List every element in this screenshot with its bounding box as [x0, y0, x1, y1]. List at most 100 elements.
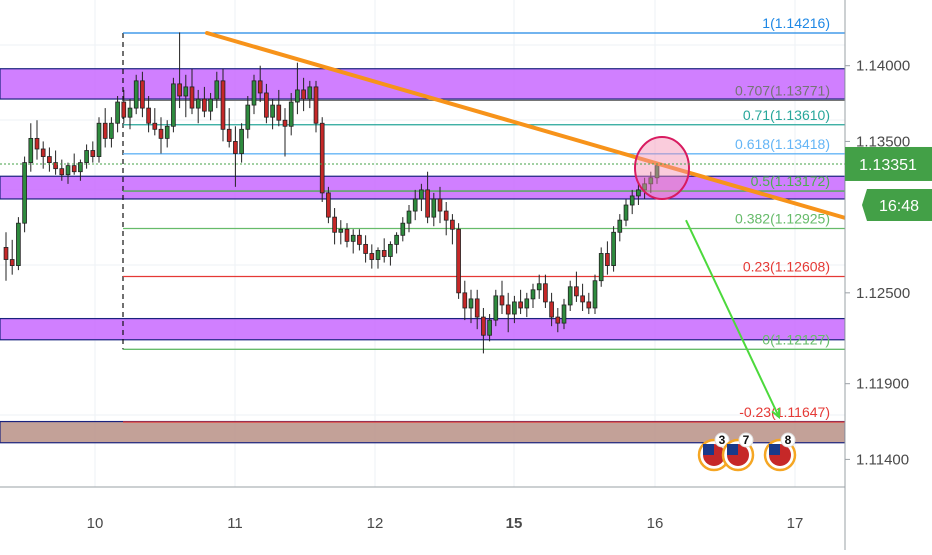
candle-body — [555, 316, 561, 324]
candle-body — [344, 228, 350, 242]
fib-level-label: 0.382(1.12925) — [735, 210, 830, 226]
candle-body — [642, 183, 647, 191]
trendline[interactable] — [205, 31, 847, 220]
candle-body — [202, 98, 207, 112]
candle-body — [59, 168, 65, 176]
candle-body — [474, 298, 480, 318]
candle-body — [375, 250, 381, 260]
candle-body — [536, 283, 542, 291]
candle-body — [133, 80, 139, 109]
candle-body — [394, 234, 399, 245]
candle-body — [84, 150, 89, 164]
candle-body — [357, 234, 362, 245]
countdown-badge — [862, 189, 932, 221]
candle-body — [47, 156, 52, 164]
candle-body — [487, 319, 492, 336]
countdown-label: 16:48 — [879, 198, 919, 215]
candle-body — [90, 150, 96, 157]
event-count-badge — [714, 432, 730, 448]
x-tick-label: 16 — [647, 515, 664, 532]
fib-level-label: 0.707(1.13771) — [735, 82, 830, 98]
candle-body — [468, 298, 474, 309]
candle-body — [530, 289, 536, 300]
candle-body — [425, 189, 430, 218]
event-count-label: 7 — [743, 433, 750, 447]
candle-body — [288, 101, 294, 127]
candle-body — [592, 280, 598, 309]
candle-body — [654, 165, 660, 179]
fibonacci-levels[interactable]: 1(1.14216) 0.707(1.13771) 0.71(1.13610) 0.6… — [122, 15, 845, 423]
y-tick-label: 1.11400 — [856, 451, 909, 468]
candle-body — [388, 243, 393, 257]
drawings[interactable]: 3 7 8 — [0, 31, 847, 472]
projection-arrow-line[interactable] — [685, 219, 780, 418]
candle-body — [462, 292, 468, 309]
candle-body — [214, 80, 220, 100]
candle-body — [406, 210, 412, 224]
candle-body — [208, 98, 213, 112]
candle-body — [586, 301, 592, 309]
event-count-badge — [738, 432, 754, 448]
x-tick-label: 10 — [87, 515, 104, 532]
candle-body — [574, 286, 579, 297]
candle-body — [164, 125, 170, 139]
current-price-label: 1.13351 — [859, 157, 917, 174]
candle-body — [313, 86, 319, 124]
candle-body — [295, 89, 300, 103]
y-tick-label: 1.12500 — [856, 285, 910, 302]
highlight-ellipse[interactable] — [634, 136, 690, 200]
candle-body — [121, 101, 127, 118]
candle-body — [226, 128, 232, 142]
candle-body — [140, 80, 145, 109]
candle-body — [71, 165, 77, 173]
candle-body — [499, 295, 505, 306]
candle-body — [239, 128, 244, 154]
candle-body — [152, 122, 158, 130]
candle-body — [22, 162, 27, 224]
candle-body — [493, 295, 499, 321]
us-flag-canton — [727, 444, 738, 455]
us-flag-canton — [703, 444, 714, 455]
candle-body — [648, 177, 654, 185]
candle-body — [369, 253, 375, 260]
candle-body — [195, 98, 201, 109]
fib-level-label: 0.618(1.13418) — [735, 136, 830, 152]
candle-body — [251, 80, 257, 106]
candle-body — [301, 89, 306, 100]
current-price-badge — [845, 146, 932, 181]
candle-body — [400, 222, 406, 236]
candle-body — [307, 86, 313, 100]
candle-body — [636, 189, 641, 197]
candle-body — [481, 316, 486, 336]
candle-body — [245, 104, 251, 130]
candle-body — [456, 228, 461, 294]
candle-body — [381, 250, 387, 257]
event-count-badge — [780, 432, 796, 448]
candle-body — [158, 128, 164, 139]
candle-body — [443, 210, 449, 221]
candle-body — [549, 301, 554, 318]
candle-body — [561, 304, 567, 324]
candle-body — [437, 198, 443, 212]
candles — [3, 32, 660, 354]
candle-body — [146, 107, 151, 124]
candle-body — [40, 148, 46, 157]
y-tick-label: 1.13500 — [856, 133, 910, 150]
candle-body — [28, 137, 34, 164]
candle-body — [34, 137, 40, 150]
x-tick-label: 12 — [367, 515, 384, 532]
candle-body — [102, 122, 108, 139]
candle-body — [524, 298, 530, 309]
candle-body — [518, 301, 523, 309]
us-flag-canton — [769, 444, 780, 455]
candle-body — [412, 198, 418, 212]
event-count-label: 8 — [785, 433, 792, 447]
candle-body — [220, 80, 226, 130]
candle-body — [450, 219, 455, 230]
candle-body — [9, 259, 15, 266]
candle-body — [233, 141, 238, 154]
candle-body — [65, 165, 71, 176]
y-tick-label: 1.11900 — [856, 376, 909, 393]
